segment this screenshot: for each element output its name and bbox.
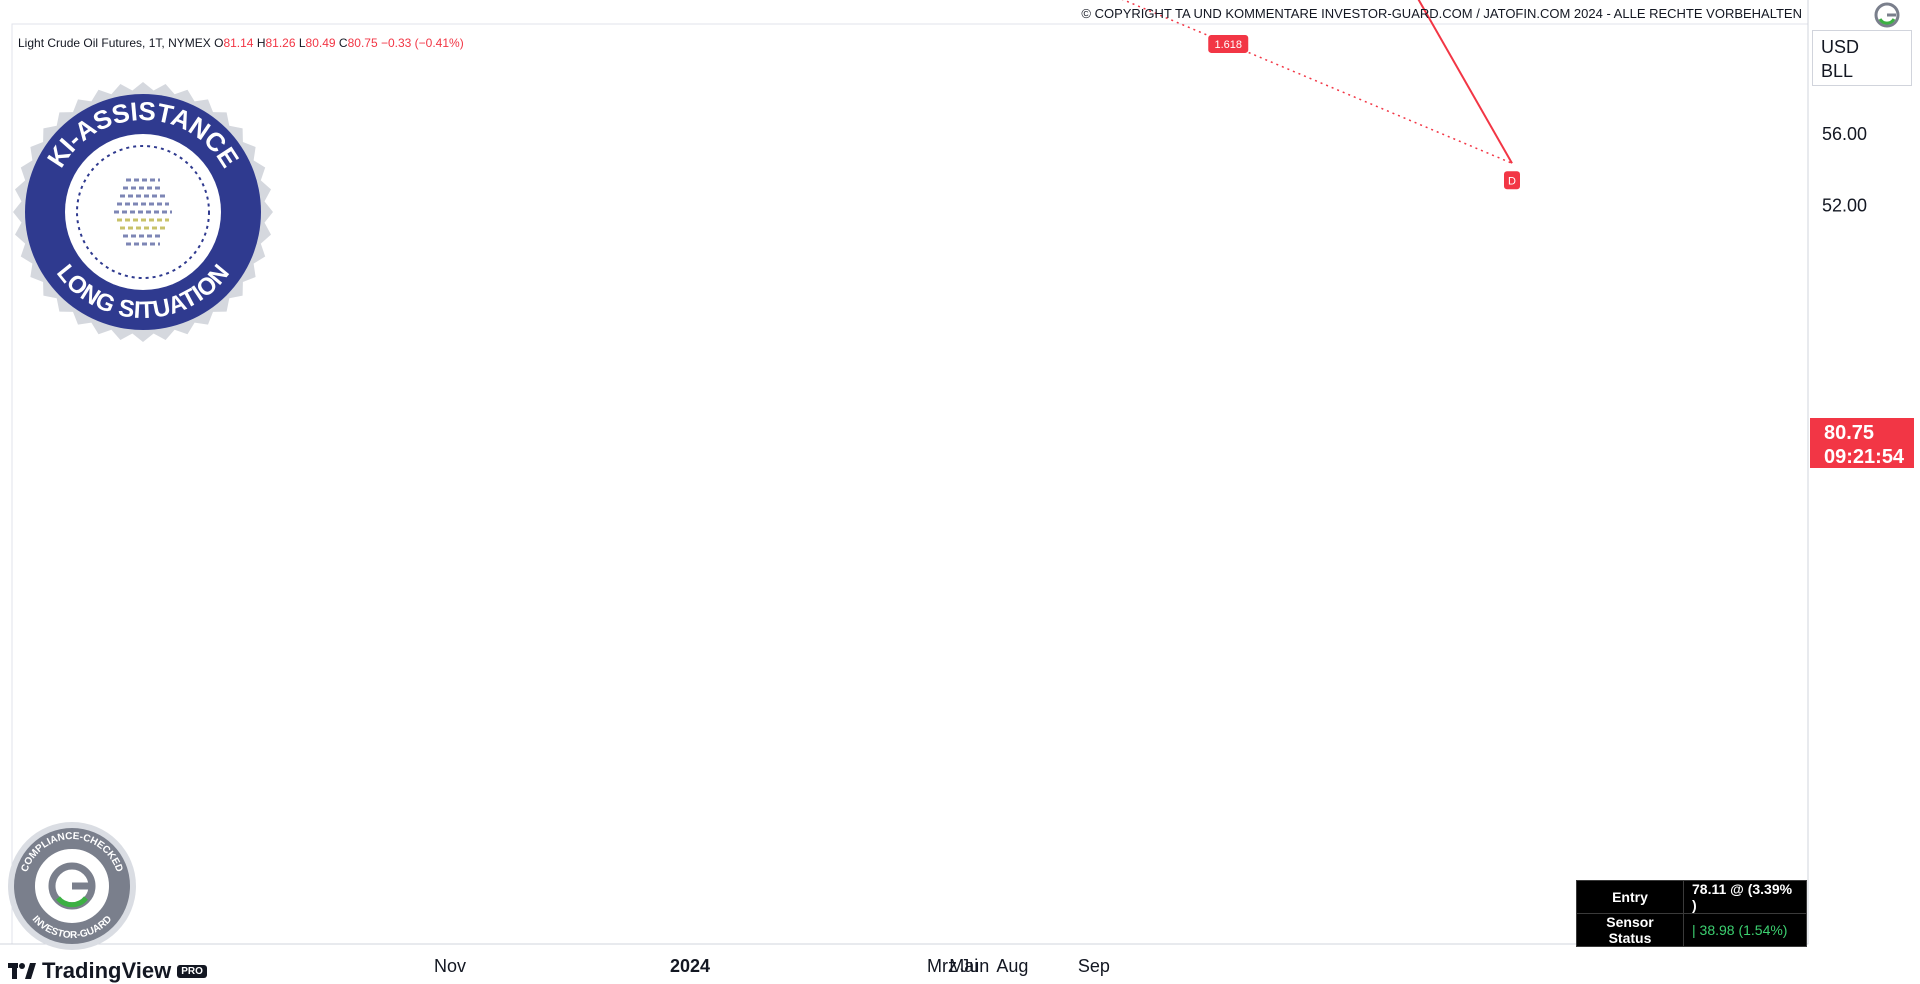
ratio-label-box xyxy=(1208,34,1249,53)
time-tick-label: Nov xyxy=(434,956,466,976)
info-value: 78.11 @ (3.39% ) xyxy=(1683,880,1807,914)
bar-countdown: 09:21:54 xyxy=(1824,446,1905,468)
low-value: 80.49 xyxy=(305,36,336,50)
currency-label: USD xyxy=(1821,37,1860,57)
compliance-g-accent xyxy=(56,896,88,908)
open-label: O xyxy=(214,36,224,50)
info-label: Sensor Status xyxy=(1576,913,1684,947)
tradingview-mark-icon xyxy=(8,963,36,979)
info-value: | 38.98 (1.54%) xyxy=(1683,913,1807,947)
pattern-point-box xyxy=(1504,171,1520,190)
jatofin-g-logo-icon xyxy=(1874,2,1900,28)
seal-dotted-ring xyxy=(76,145,210,279)
time-tick-label: Mai xyxy=(949,956,978,976)
unit-label: BLL xyxy=(1821,61,1854,81)
current-price-value: 80.75 xyxy=(1824,422,1875,444)
close-label: C xyxy=(338,36,348,50)
low-label: L xyxy=(298,36,306,50)
high-label: H xyxy=(256,36,266,50)
currency-unit-box[interactable]: USD BLL xyxy=(1812,30,1912,86)
current-price-tag: 80.75 09:21:54 xyxy=(1810,418,1914,468)
pro-badge: PRO xyxy=(177,964,207,978)
time-tick-label: Jun xyxy=(960,956,989,976)
price-tick-label: 52.00 xyxy=(1822,195,1867,215)
price-tick-label: 56.00 xyxy=(1822,124,1867,144)
info-row: Entry 78.11 @ (3.39% ) xyxy=(1576,880,1807,914)
symbol-info-line: Light Crude Oil Futures, 1T, NYMEX O81.1… xyxy=(18,36,464,50)
pattern-point-label: D xyxy=(1508,175,1516,187)
copyright-notice: © COPYRIGHT TA UND KOMMENTARE INVESTOR-G… xyxy=(1081,6,1802,21)
time-tick-label: Mrz xyxy=(927,956,957,976)
open-value: 81.14 xyxy=(223,36,254,50)
entry-info-table: Entry 78.11 @ (3.39% ) Sensor Status | 38.9… xyxy=(1576,880,1807,947)
change-value: −0.33 (−0.41%) xyxy=(380,36,464,50)
close-value: 80.75 xyxy=(347,36,378,50)
time-tick-label: Aug xyxy=(996,956,1028,976)
ticker-name: Light Crude Oil Futures, 1T, NYMEX xyxy=(18,36,211,50)
plot-area xyxy=(11,23,1809,945)
platform-name: TradingView xyxy=(42,958,172,983)
ratio-label-text: 1.618 xyxy=(1214,39,1242,51)
info-label: Entry xyxy=(1576,880,1684,914)
info-row: Sensor Status | 38.98 (1.54%) xyxy=(1576,913,1807,947)
pattern-leg xyxy=(1417,0,1513,164)
time-tick-label: 2024 xyxy=(670,956,710,976)
high-value: 81.26 xyxy=(265,36,296,50)
time-tick-label: Sep xyxy=(1078,956,1110,976)
tradingview-logo[interactable]: TradingView PRO xyxy=(8,958,207,984)
